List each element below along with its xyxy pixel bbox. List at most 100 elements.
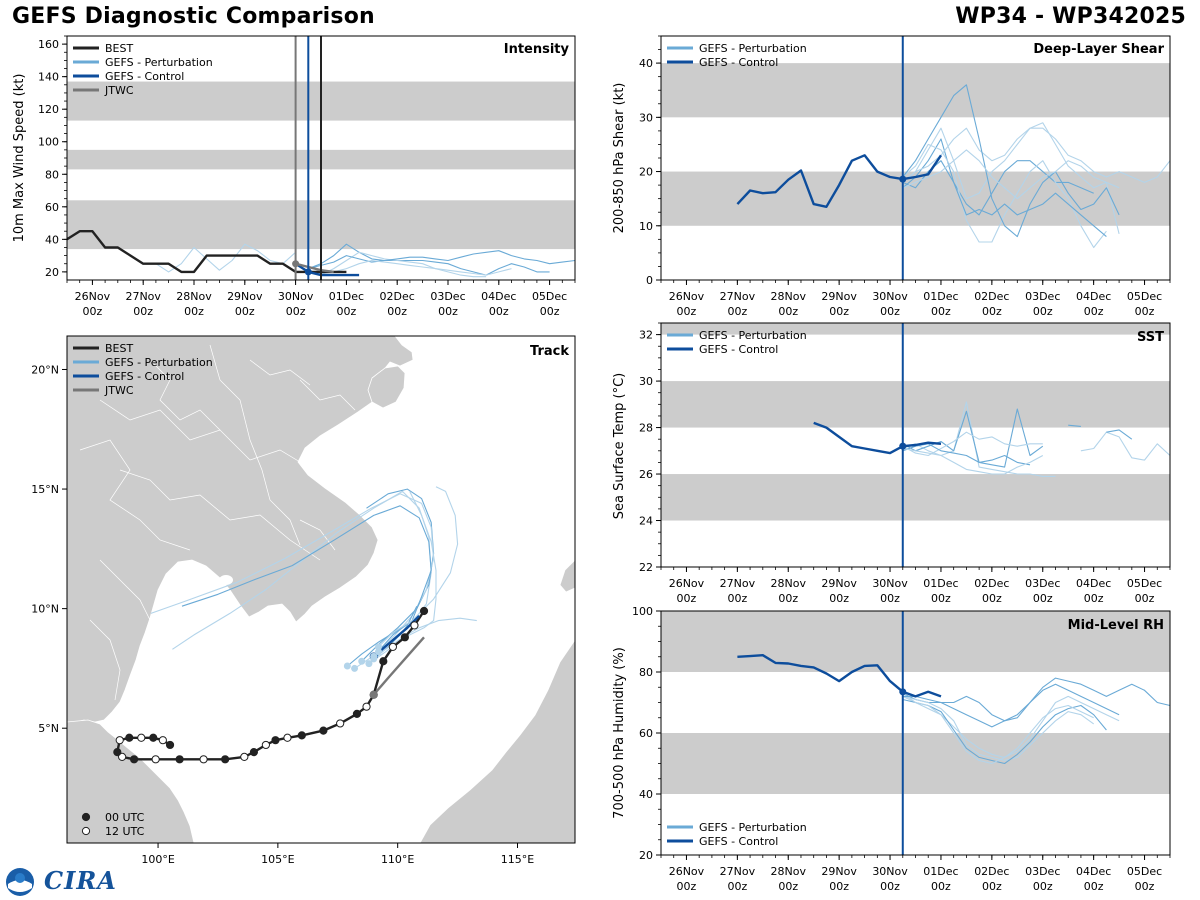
rh-xtick-hour: 00z	[880, 880, 900, 893]
sst-series-gefs-perturbation	[1106, 429, 1133, 440]
shear-xtick-hour: 00z	[677, 305, 697, 318]
shear-xtick-hour: 00z	[982, 305, 1002, 318]
intensity-y-axis: 20 40 60 80 100 120 140 160 26Nov 00z 27Nov 00z 28No…	[38, 35, 576, 318]
rh-series-gefs-perturbation	[902, 695, 1095, 762]
intensity-xtick-day: 29Nov	[227, 290, 263, 303]
track-best-marker	[125, 733, 134, 742]
track-xtick-label: 115°E	[501, 853, 534, 866]
intensity-series-gefs-perturbation	[308, 250, 576, 270]
shear-legend-label: GEFS - Control	[699, 56, 778, 69]
shear-series-gefs-perturbation	[902, 127, 1171, 183]
shear-ytick-label: 0	[646, 274, 653, 287]
rh-panel: Mid-Level RH 700-500 hPa Humidity (%) 20…	[612, 605, 1171, 893]
intensity-xtick-day: 30Nov	[278, 290, 314, 303]
shear-xtick-day: 05Dec	[1127, 290, 1162, 303]
sst-xtick-hour: 00z	[1033, 592, 1053, 605]
shear-panel: Deep-Layer Shear 200-850 hPa Shear (kt) …	[612, 35, 1171, 318]
sst-init-marker	[899, 442, 907, 450]
shear-xtick-hour: 00z	[1084, 305, 1104, 318]
track-best-marker	[319, 726, 328, 735]
track-best-marker	[113, 748, 122, 757]
track-panel: Track 100°E 105°E 110°E 115°E 5°N 10°N 15°N 20°…	[31, 335, 576, 866]
track-best-marker	[283, 733, 292, 742]
sst-series-gefs-perturbation	[902, 401, 1056, 477]
track-best-marker	[379, 657, 388, 666]
noaa-icon	[6, 868, 34, 896]
rh-xtick-hour: 00z	[829, 880, 849, 893]
intensity-legend-label: BEST	[105, 42, 133, 55]
track-best-marker	[115, 736, 124, 745]
track-map	[67, 336, 575, 843]
shear-xtick-day: 01Dec	[923, 290, 958, 303]
rh-y-axis: 20 40 60 80 100 26Nov 00z 27Nov 00z 28Nov 00z 29Nov…	[632, 605, 1171, 893]
shear-ytick-label: 10	[639, 220, 653, 233]
track-best-marker	[400, 633, 409, 642]
shear-xtick-day: 26Nov	[669, 290, 705, 303]
shear-title: Deep-Layer Shear	[1033, 42, 1164, 57]
track-xtick-label: 110°E	[381, 853, 414, 866]
rh-xtick-day: 28Nov	[771, 865, 807, 878]
shear-band-1	[661, 63, 1170, 118]
track-best-marker	[352, 709, 362, 718]
track-best-marker	[158, 736, 167, 745]
track-best-marker	[129, 755, 139, 764]
track-best-marker	[336, 719, 345, 728]
shear-series-gefs-control	[736, 154, 942, 209]
sst-series-gefs-perturbation	[902, 408, 1044, 468]
track-jtwc-start	[369, 690, 378, 699]
shear-series-gefs-perturbation	[902, 84, 1120, 238]
track-axes: 100°E 105°E 110°E 115°E5°N10°N15°N20°NBESTG…	[31, 342, 534, 866]
sst-xtick-day: 03Dec	[1025, 577, 1060, 590]
track-frame	[66, 335, 576, 844]
intensity-xtick-hour: 00z	[540, 305, 560, 318]
shear-legend-label: GEFS - Perturbation	[699, 42, 807, 55]
track-ytick-label: 10°N	[31, 603, 59, 616]
track-series-gefs-perturbation	[378, 486, 459, 648]
track-lines	[113, 486, 477, 764]
sst-panel: SST Sea Surface Temp (°C) 22 24 26 28 30 32 26…	[612, 322, 1171, 605]
track-best-marker	[118, 752, 127, 762]
sst-xtick-day: 05Dec	[1127, 577, 1162, 590]
intensity-xtick-day: 02Dec	[380, 290, 415, 303]
sst-title: SST	[1137, 330, 1164, 345]
shear-xtick-hour: 00z	[778, 305, 798, 318]
rh-xtick-hour: 00z	[1033, 880, 1053, 893]
intensity-xtick-day: 28Nov	[176, 290, 212, 303]
rh-xtick-day: 01Dec	[923, 865, 958, 878]
tonle-sap	[219, 575, 233, 585]
sst-xtick-hour: 00z	[727, 592, 747, 605]
sst-xtick-hour: 00z	[880, 592, 900, 605]
rh-xtick-hour: 00z	[778, 880, 798, 893]
shear-xtick-day: 03Dec	[1025, 290, 1060, 303]
rh-band-1	[661, 611, 1170, 672]
sst-xtick-hour: 00z	[677, 592, 697, 605]
shear-ylabel: 200-850 hPa Shear (kt)	[612, 83, 627, 234]
shear-xtick-hour: 00z	[829, 305, 849, 318]
rh-xtick-day: 04Dec	[1076, 865, 1111, 878]
rh-series-gefs-perturbation	[902, 677, 1171, 722]
cira-logo-text: CIRA	[44, 866, 117, 895]
sst-series-gefs-perturbation	[1068, 424, 1081, 427]
intensity-jtwc-marker	[292, 260, 300, 268]
track-perturbation-start	[375, 648, 383, 656]
hainan-island	[367, 365, 406, 409]
intensity-xtick-hour: 00z	[489, 305, 509, 318]
track-perturbation-start	[343, 662, 351, 670]
rh-series-gefs-control	[737, 654, 942, 698]
rh-legend-label: GEFS - Control	[699, 835, 778, 848]
indochina-landmass	[67, 336, 414, 723]
rh-init-marker	[899, 688, 907, 696]
shear-band-0	[661, 171, 1170, 226]
intensity-title: Intensity	[504, 42, 570, 57]
shear-series-gefs-perturbation	[902, 149, 1120, 200]
track-xtick-label: 100°E	[141, 853, 174, 866]
rh-xtick-day: 02Dec	[974, 865, 1009, 878]
intensity-ytick-label: 20	[45, 266, 59, 279]
intensity-ytick-label: 80	[45, 168, 59, 181]
sst-xtick-hour: 00z	[1084, 592, 1104, 605]
shear-xtick-day: 29Nov	[821, 290, 857, 303]
sst-ylabel: Sea Surface Temp (°C)	[612, 373, 627, 520]
rh-ytick-label: 100	[632, 605, 653, 618]
shear-xtick-day: 02Dec	[974, 290, 1009, 303]
rh-xtick-day: 05Dec	[1127, 865, 1162, 878]
